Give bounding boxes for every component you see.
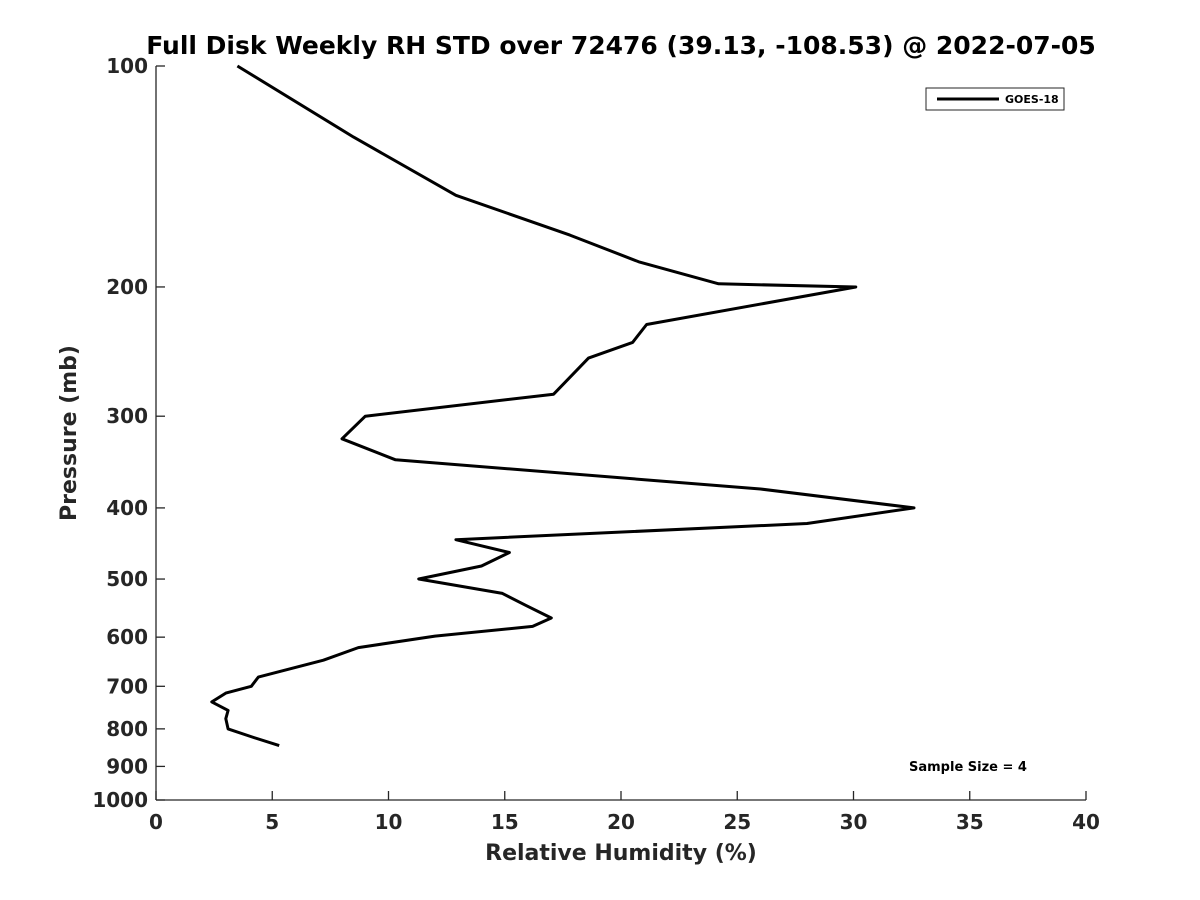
chart-title: Full Disk Weekly RH STD over 72476 (39.1… xyxy=(146,31,1096,60)
x-tick-label: 10 xyxy=(375,810,403,834)
y-tick-label: 800 xyxy=(106,717,148,741)
y-tick-label: 100 xyxy=(106,54,148,78)
x-tick-label: 20 xyxy=(607,810,635,834)
y-axis-ticks: 100 200 300 400 500 600 700 800 900 1000 xyxy=(92,54,165,812)
x-axis-label: Relative Humidity (%) xyxy=(485,841,757,866)
legend-label: GOES-18 xyxy=(1005,93,1059,106)
y-tick-label: 500 xyxy=(106,567,148,591)
x-axis-ticks: 0 5 10 15 20 25 30 35 40 xyxy=(149,791,1100,834)
y-tick-label: 1000 xyxy=(92,788,148,812)
x-tick-label: 15 xyxy=(491,810,519,834)
y-tick-label: 200 xyxy=(106,275,148,299)
x-tick-label: 30 xyxy=(840,810,868,834)
series-line-goes-18 xyxy=(210,64,916,748)
x-tick-label: 25 xyxy=(723,810,751,834)
y-tick-label: 600 xyxy=(106,625,148,649)
plot-area xyxy=(155,66,1086,801)
x-tick-label: 40 xyxy=(1072,810,1100,834)
x-tick-label: 5 xyxy=(265,810,279,834)
y-tick-label: 400 xyxy=(106,496,148,520)
y-tick-label: 300 xyxy=(106,404,148,428)
y-tick-label: 700 xyxy=(106,674,148,698)
x-tick-label: 35 xyxy=(956,810,984,834)
legend: GOES-18 xyxy=(925,87,1065,111)
y-tick-label: 900 xyxy=(106,754,148,778)
sample-size-annotation: Sample Size = 4 xyxy=(909,760,1027,775)
x-tick-label: 0 xyxy=(149,810,163,834)
y-axis-label: Pressure (mb) xyxy=(57,345,82,521)
